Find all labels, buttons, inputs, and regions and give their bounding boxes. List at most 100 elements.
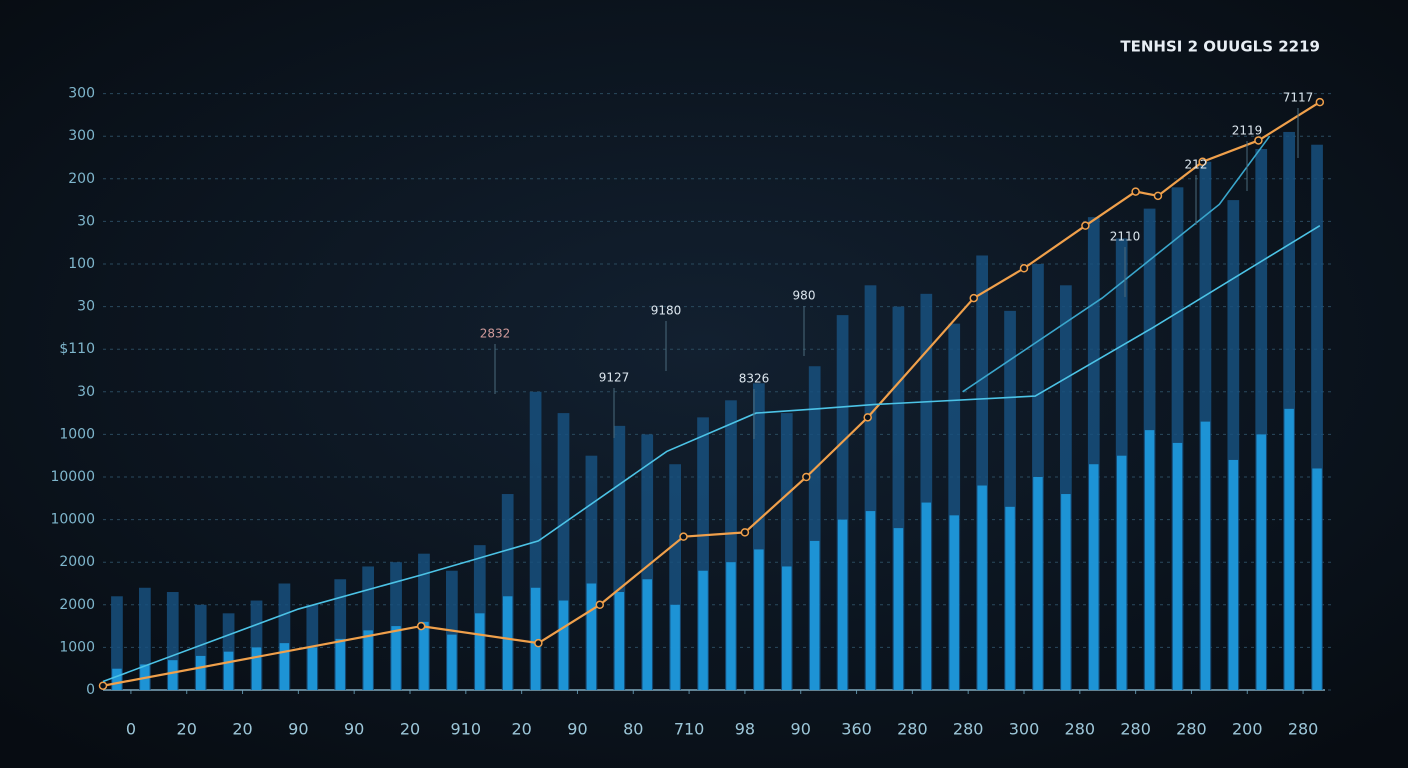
bar: [1227, 200, 1240, 690]
bar: [893, 528, 904, 690]
bar: [892, 306, 905, 690]
y-tick-label: 30: [77, 213, 95, 229]
x-tick-label: 710: [674, 720, 705, 739]
bar: [1089, 464, 1099, 690]
bar: [307, 647, 318, 690]
x-tick-label: 280: [953, 720, 984, 739]
point: [1019, 264, 1029, 273]
bar: [949, 515, 959, 690]
bar: [1172, 442, 1183, 690]
y-tick-label: 300: [68, 86, 95, 102]
bar: [139, 587, 151, 690]
point: [416, 621, 426, 631]
bar: [642, 579, 652, 690]
bar: [112, 668, 122, 690]
point: [1081, 221, 1090, 230]
bar: [614, 592, 625, 690]
annotation: 7117: [1283, 91, 1314, 105]
bar: [195, 655, 206, 690]
bar: [501, 494, 514, 690]
bar: [251, 647, 262, 690]
point: [1254, 136, 1263, 145]
bar: [1087, 217, 1100, 690]
bar: [1200, 421, 1211, 690]
bar: [335, 638, 345, 690]
x-tick-label: 20: [400, 720, 420, 739]
point: [863, 413, 872, 422]
x-tick-label: 910: [451, 720, 482, 739]
bar: [780, 413, 793, 690]
y-tick-label: 2000: [59, 554, 95, 570]
y-tick-label: 2000: [59, 597, 95, 613]
x-tick-label: 200: [1232, 720, 1263, 739]
line: [102, 224, 1321, 683]
point: [534, 638, 543, 648]
bar: [475, 613, 485, 690]
y-tick-label: 100: [68, 256, 95, 272]
bar: [920, 293, 933, 690]
x-tick-label: 20: [177, 720, 197, 739]
bar: [865, 511, 876, 690]
bar: [948, 323, 961, 690]
bar: [1256, 434, 1266, 690]
x-tick-label: 90: [288, 720, 308, 739]
line: [962, 135, 1271, 393]
bar: [725, 400, 737, 690]
bar: [278, 583, 291, 690]
x-tick-label: 280: [1065, 720, 1096, 739]
y-tick-label: 30: [77, 299, 95, 315]
bar: [1116, 455, 1127, 690]
point: [1131, 187, 1140, 196]
y-tick-label: 10000: [50, 469, 95, 485]
bar: [391, 626, 401, 690]
x-tick-label: 20: [232, 720, 252, 739]
bar: [754, 549, 764, 690]
chart-title: TENHSI 2 OUUGLS 2219: [1120, 38, 1320, 56]
y-tick-label: 1000: [59, 639, 95, 655]
bar: [726, 562, 736, 690]
bar: [223, 651, 234, 690]
x-tick-label: 90: [791, 720, 811, 739]
annotation: 9180: [651, 304, 682, 318]
bar: [418, 553, 430, 690]
bar: [1284, 408, 1294, 690]
bar: [419, 621, 429, 690]
bar: [502, 596, 513, 690]
bar: [557, 413, 570, 690]
bar: [1033, 477, 1043, 690]
annotation: 2119: [1232, 124, 1263, 138]
bar: [669, 464, 681, 690]
bar: [808, 366, 821, 690]
bar: [1311, 144, 1323, 691]
annotation: 2832: [480, 327, 511, 341]
x-tick-label: 20: [511, 720, 531, 739]
bar: [837, 519, 848, 690]
bar: [698, 570, 708, 690]
bar: [447, 634, 457, 690]
bar: [697, 417, 709, 690]
x-tick-label: 90: [344, 720, 364, 739]
bar: [1004, 310, 1016, 690]
y-tick-label: 0: [86, 682, 95, 698]
y-tick-label: 30: [77, 384, 95, 400]
bar: [586, 583, 597, 690]
bar: [753, 383, 765, 690]
bar: [1171, 187, 1184, 690]
bar: [782, 566, 792, 690]
annotation: 2110: [1110, 230, 1141, 244]
line: [102, 101, 1321, 687]
bar: [585, 455, 598, 690]
bar: [670, 604, 680, 690]
point: [1198, 157, 1207, 167]
x-tick-label: 360: [841, 720, 872, 739]
bar: [279, 643, 290, 690]
bar: [362, 566, 374, 690]
point: [969, 293, 979, 303]
x-tick-label: 0: [126, 720, 136, 739]
x-tick-label: 80: [623, 720, 643, 739]
y-tick-label: 10000: [50, 512, 95, 528]
point: [1315, 97, 1325, 107]
y-tick-label: 200: [68, 171, 95, 187]
y-tick-label: 300: [68, 128, 95, 144]
bar: [1144, 430, 1155, 690]
